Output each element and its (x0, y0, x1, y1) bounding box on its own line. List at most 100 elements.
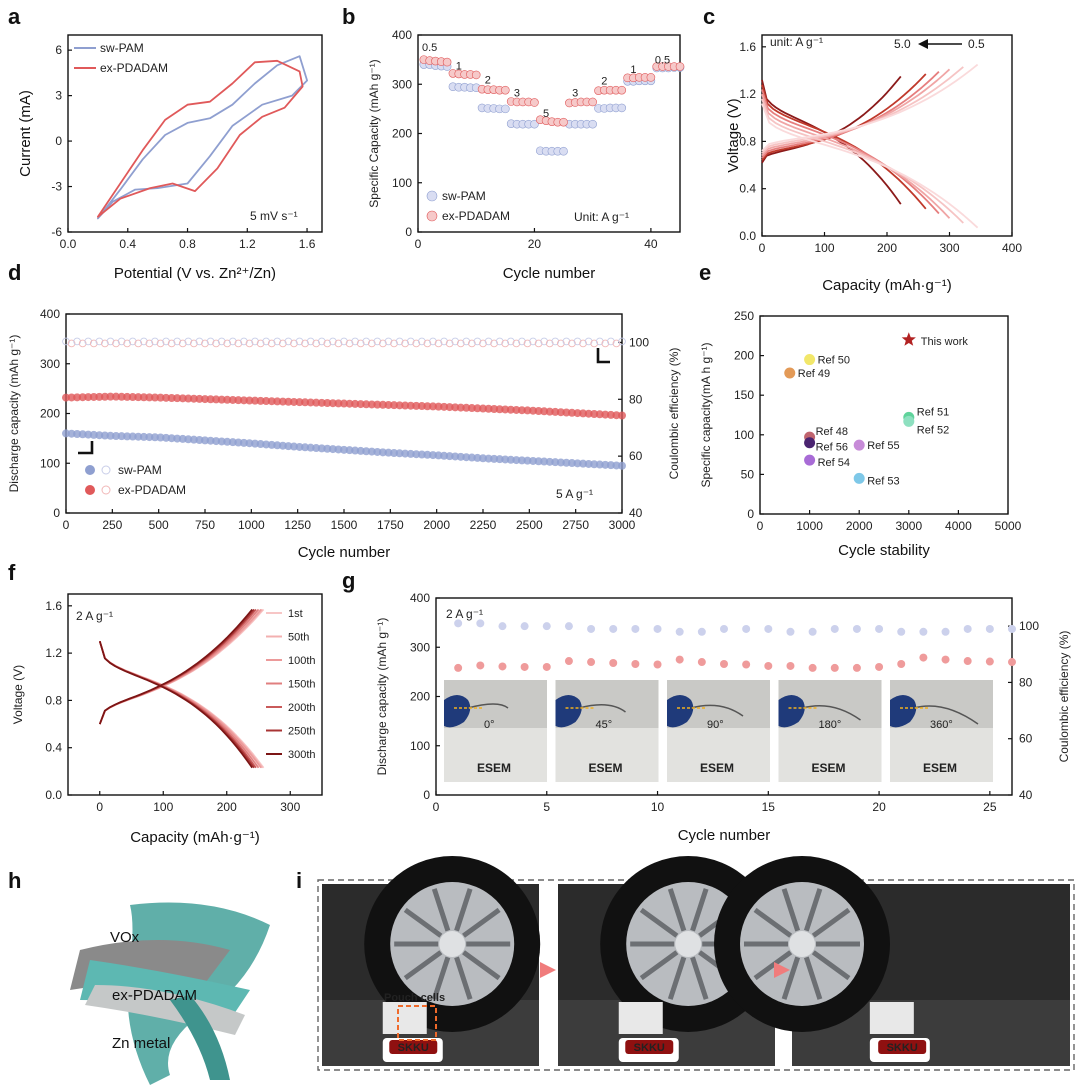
panel-label-i: i (296, 868, 302, 893)
d-ce-point (551, 337, 560, 346)
g-capacity-point (897, 659, 906, 668)
g-capacity-point (675, 655, 684, 664)
esem-text-0: ESEM (477, 761, 511, 775)
d-ce-point (178, 339, 187, 348)
panel-d-x-label: Cycle number (298, 544, 391, 561)
panel-a-y-label: Current (mA) (17, 90, 34, 177)
panel-d-current-density: 5 A g⁻¹ (556, 487, 593, 501)
panel-a-x-label: Potential (V vs. Zn²⁺/Zn) (114, 265, 276, 282)
d-ce-point (395, 337, 404, 346)
y-tick-label-c-3: 1.2 (739, 87, 756, 101)
x-tick-label-b-0: 0 (415, 237, 422, 251)
y-tick-label-f-3: 1.2 (45, 646, 62, 660)
x-tick-label-g-0: 0 (433, 800, 440, 814)
led-sign (625, 1040, 674, 1054)
x-tick-label-d-1: 250 (102, 518, 122, 532)
c-charge-curve-5 (761, 63, 979, 152)
pouch-cell-icon (869, 1002, 914, 1034)
d-capacity-point-ex-PDADAM (84, 393, 93, 402)
hub-icon (439, 931, 466, 957)
d-ce-point (345, 339, 354, 348)
d-capacity-point-ex-PDADAM (67, 393, 76, 402)
d-cap-axis-arrow (78, 441, 94, 455)
panel-e: 0 1000 2000 3000 4000 5000 0 50 100 150 200 250 This… (699, 309, 1022, 559)
spoke-icon (639, 950, 679, 981)
y-tick-label-d2-0: 40 (629, 506, 643, 520)
bend-angle-label-3: 180° (819, 719, 842, 731)
esem-text-4: ESEM (923, 761, 957, 775)
f-charge-curve-6 (99, 608, 253, 725)
spoke-icon (431, 956, 451, 1000)
d-ce-point (228, 337, 237, 346)
rate-label-0: 0.5 (422, 42, 437, 54)
bend-angle-label-0: 0° (484, 719, 495, 731)
spoke-icon (454, 888, 473, 932)
panel-c-axes (761, 34, 1013, 237)
d-ce-point (151, 337, 159, 346)
d-ce-point (362, 337, 371, 346)
d-ce-point (429, 337, 437, 346)
y-tick-label-g2-0: 40 (1019, 788, 1033, 802)
y-tick-label-d-0: 0 (53, 506, 60, 520)
cv-loop-ex-PDADAM (97, 59, 304, 218)
f-legend-label-4: 200th (288, 702, 316, 714)
d-ce-point (156, 339, 165, 348)
g-ce-point (1008, 624, 1016, 633)
x-tick-label-c-3: 300 (939, 241, 959, 255)
photo-paper (555, 728, 659, 782)
f-discharge-curve-4 (98, 641, 257, 769)
panel-d-y2-label: Coulombic efficiency (%) (667, 348, 681, 480)
d-ce-point (145, 339, 154, 348)
x-tick-label-e-4: 4000 (945, 519, 972, 533)
b-point-ex-PDADAM (675, 62, 685, 71)
wire-icon (802, 705, 861, 721)
panel-a-axes (67, 34, 323, 233)
panel-label-c: c (703, 4, 715, 29)
bend-angle-label-2: 90° (707, 719, 724, 731)
y-tick-label-f-4: 1.6 (45, 599, 62, 613)
esem-text-1: ESEM (588, 761, 622, 775)
e-point-label-2: Ref 49 (798, 368, 830, 380)
panel-g-y-label: Discharge capacity (mAh g⁻¹) (375, 618, 389, 776)
d-ce-point (568, 339, 576, 348)
x-tick-label-g-3: 15 (762, 800, 776, 814)
g-capacity-point (564, 657, 573, 666)
y-tick-label-d2-2: 80 (629, 392, 643, 406)
d-ce-point (167, 339, 176, 348)
wire-icon (913, 705, 979, 725)
x-tick-label-d-11: 2750 (562, 518, 589, 532)
e-point-4 (903, 415, 915, 427)
spoke-icon (753, 950, 793, 981)
y-tick-label-b-3: 300 (392, 77, 412, 91)
panel-label-g: g (342, 568, 355, 593)
y-tick-label-e-3: 150 (734, 388, 754, 402)
wire-icon (467, 703, 509, 709)
e-point-label-4: Ref 52 (917, 424, 949, 436)
spoke-icon (667, 956, 687, 1000)
b-point-ex-PDADAM (442, 57, 452, 67)
g-capacity-point (742, 660, 751, 669)
x-tick-label-g-1: 5 (543, 800, 550, 814)
d-ce-point (312, 339, 321, 348)
panel-e-axes (759, 315, 1009, 515)
x-tick-label-e-0: 0 (757, 519, 764, 533)
d-ce-point (367, 339, 376, 348)
e-point-label-0: This work (921, 336, 969, 348)
d-ce-point (329, 337, 337, 346)
panel-i-dashed-frame (317, 879, 1075, 1071)
g-ce-point (498, 622, 507, 631)
panel-f-current-density: 2 A g⁻¹ (76, 609, 113, 623)
x-tick-label-c-2: 200 (877, 241, 897, 255)
y-tick-label-f-2: 0.8 (45, 693, 62, 707)
g-ce-point (830, 624, 839, 633)
d-ce-point (523, 339, 532, 348)
x-tick-label-d-4: 1000 (238, 518, 265, 532)
d-ce-point (262, 337, 271, 346)
d-ce-point (95, 337, 104, 346)
panel-c-arrowhead (918, 39, 928, 49)
x-tick-label-f-0: 0 (96, 800, 103, 814)
b-legend-label-ex-PDADAM: ex-PDADAM (442, 209, 510, 223)
d-ce-point (340, 337, 348, 346)
g-ce-point (476, 619, 485, 628)
